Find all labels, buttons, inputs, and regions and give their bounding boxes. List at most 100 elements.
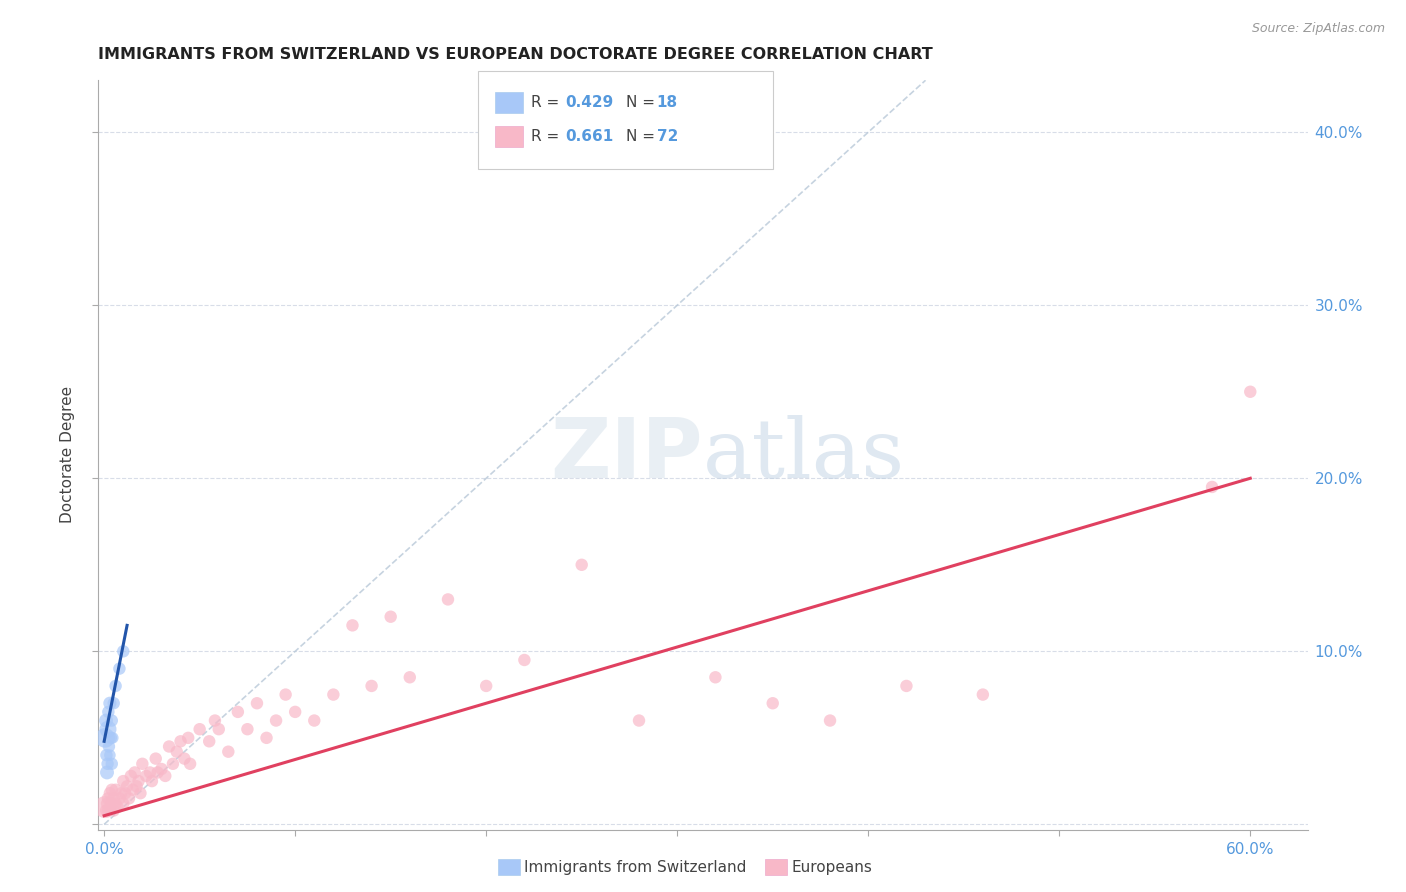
Point bbox=[112, 797, 135, 811]
Point bbox=[475, 679, 498, 693]
Point bbox=[114, 786, 136, 800]
Point bbox=[94, 731, 117, 745]
Point bbox=[437, 592, 460, 607]
Point bbox=[98, 696, 121, 710]
Point bbox=[274, 688, 297, 702]
Point bbox=[101, 756, 124, 771]
Point bbox=[246, 696, 269, 710]
Point bbox=[284, 705, 307, 719]
Point bbox=[236, 722, 259, 736]
Point bbox=[108, 791, 131, 805]
Text: IMMIGRANTS FROM SWITZERLAND VS EUROPEAN DOCTORATE DEGREE CORRELATION CHART: IMMIGRANTS FROM SWITZERLAND VS EUROPEAN … bbox=[98, 47, 934, 62]
Point bbox=[398, 670, 420, 684]
Point bbox=[125, 780, 148, 794]
Point bbox=[150, 762, 173, 776]
Point bbox=[120, 769, 142, 783]
Point bbox=[380, 609, 402, 624]
Text: Source: ZipAtlas.com: Source: ZipAtlas.com bbox=[1251, 22, 1385, 36]
Point bbox=[98, 786, 121, 800]
Point bbox=[101, 731, 124, 745]
Point bbox=[118, 791, 141, 805]
Point bbox=[98, 800, 121, 814]
Point bbox=[131, 756, 153, 771]
Point bbox=[704, 670, 727, 684]
Point bbox=[97, 722, 120, 736]
Point bbox=[304, 714, 326, 728]
Point bbox=[115, 780, 138, 794]
Point bbox=[110, 786, 132, 800]
Point bbox=[145, 751, 167, 765]
Point bbox=[571, 558, 593, 572]
Point bbox=[128, 774, 150, 789]
Text: 18: 18 bbox=[657, 95, 678, 110]
Point bbox=[108, 662, 131, 676]
Point bbox=[762, 696, 785, 710]
Point bbox=[97, 791, 120, 805]
Point bbox=[94, 714, 117, 728]
Point bbox=[97, 705, 120, 719]
Point bbox=[818, 714, 841, 728]
Text: R =: R = bbox=[531, 129, 565, 144]
Point bbox=[98, 748, 121, 763]
Point bbox=[1201, 480, 1223, 494]
Point bbox=[104, 797, 127, 811]
Point bbox=[188, 722, 211, 736]
Point bbox=[112, 644, 135, 658]
Text: atlas: atlas bbox=[703, 415, 905, 495]
Point bbox=[101, 782, 124, 797]
Point bbox=[896, 679, 918, 693]
Point bbox=[100, 731, 122, 745]
Point bbox=[141, 774, 163, 789]
Point bbox=[627, 714, 650, 728]
Text: Immigrants from Switzerland: Immigrants from Switzerland bbox=[524, 860, 747, 874]
Point bbox=[94, 804, 117, 818]
Point bbox=[360, 679, 382, 693]
Point bbox=[96, 748, 118, 763]
Point bbox=[94, 800, 117, 814]
Point bbox=[129, 786, 152, 800]
Point bbox=[101, 797, 124, 811]
Point bbox=[198, 734, 221, 748]
Point bbox=[169, 734, 191, 748]
Point bbox=[256, 731, 278, 745]
Point bbox=[322, 688, 344, 702]
Point bbox=[179, 756, 201, 771]
Text: N =: N = bbox=[626, 95, 659, 110]
Point bbox=[157, 739, 180, 754]
Point bbox=[226, 705, 249, 719]
Point bbox=[177, 731, 200, 745]
Point bbox=[972, 688, 994, 702]
Text: Europeans: Europeans bbox=[792, 860, 873, 874]
Point bbox=[264, 714, 287, 728]
Point bbox=[173, 751, 195, 765]
Point bbox=[204, 714, 226, 728]
Point bbox=[97, 739, 120, 754]
Point bbox=[103, 696, 125, 710]
Point bbox=[121, 782, 143, 797]
Point bbox=[166, 745, 188, 759]
Text: ZIP: ZIP bbox=[551, 415, 703, 495]
Point bbox=[146, 765, 169, 780]
Point bbox=[96, 765, 118, 780]
Point bbox=[139, 765, 162, 780]
Point bbox=[513, 653, 536, 667]
Point bbox=[1239, 384, 1261, 399]
Point bbox=[107, 800, 129, 814]
Point bbox=[162, 756, 184, 771]
Text: 0.429: 0.429 bbox=[565, 95, 613, 110]
Point bbox=[112, 774, 135, 789]
Point bbox=[104, 782, 127, 797]
Point bbox=[208, 722, 231, 736]
Text: 0.661: 0.661 bbox=[565, 129, 613, 144]
Point bbox=[97, 756, 120, 771]
Point bbox=[101, 714, 124, 728]
Point bbox=[104, 679, 127, 693]
Point bbox=[342, 618, 364, 632]
Y-axis label: Doctorate Degree: Doctorate Degree bbox=[60, 386, 75, 524]
Text: N =: N = bbox=[626, 129, 659, 144]
Point bbox=[103, 791, 125, 805]
Point bbox=[135, 769, 157, 783]
Point bbox=[217, 745, 239, 759]
Point bbox=[103, 804, 125, 818]
Text: 72: 72 bbox=[657, 129, 678, 144]
